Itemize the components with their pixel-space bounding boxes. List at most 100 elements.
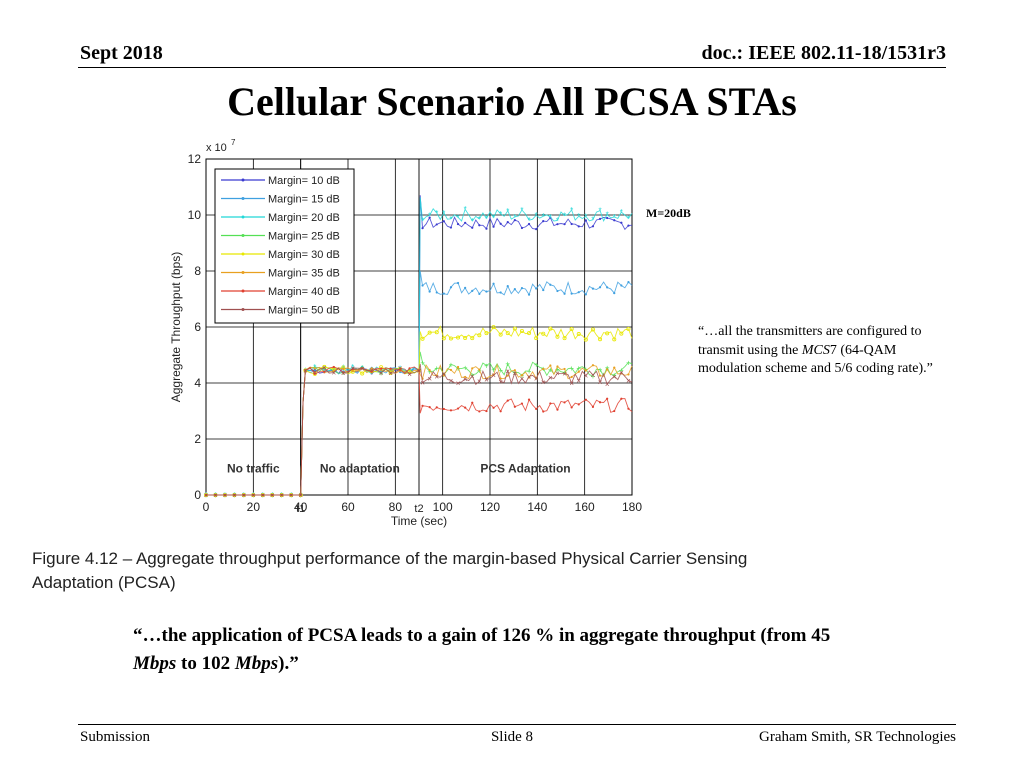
legend-entry: Margin= 35 dB <box>268 268 340 280</box>
series-marker <box>441 336 446 341</box>
series-marker: + <box>626 359 631 368</box>
series-marker <box>591 287 595 290</box>
series-marker: + <box>569 364 574 373</box>
x-tick-label: 120 <box>480 500 500 514</box>
quote-part3: ).” <box>278 653 299 674</box>
series-marker: * <box>492 213 495 222</box>
series-marker <box>421 404 424 407</box>
series-marker: * <box>570 206 573 215</box>
footer-submission: Submission <box>80 729 151 745</box>
series-marker: * <box>598 207 601 216</box>
series-marker: × <box>626 376 631 385</box>
series-marker <box>570 375 573 379</box>
series-marker: * <box>499 210 502 219</box>
series-marker <box>484 331 489 336</box>
header-date: Sept 2018 <box>80 42 163 64</box>
series-marker: + <box>612 371 617 380</box>
series-marker: * <box>428 211 431 220</box>
series-marker: * <box>456 213 459 222</box>
series-marker: + <box>555 365 560 374</box>
series-marker <box>332 365 335 369</box>
series-marker <box>477 333 482 338</box>
series-marker: × <box>548 373 553 382</box>
footer-rule <box>78 724 956 725</box>
series-marker: * <box>520 206 523 215</box>
series-marker <box>342 367 345 371</box>
legend-marker <box>241 178 245 182</box>
series-marker <box>464 286 467 289</box>
series-marker <box>498 332 503 337</box>
series-marker <box>620 397 623 400</box>
series-marker: × <box>242 491 247 500</box>
series-marker: × <box>270 491 275 500</box>
quote-unit1: Mbps <box>133 653 177 674</box>
series-marker <box>478 292 481 296</box>
series-marker <box>506 221 509 224</box>
series-marker <box>541 331 546 336</box>
series-marker <box>549 283 552 286</box>
series-marker <box>428 368 431 372</box>
series-marker <box>463 336 468 341</box>
series-marker <box>499 291 502 294</box>
y-tick-label: 6 <box>194 320 201 334</box>
series-marker: × <box>520 375 525 384</box>
series-marker: × <box>505 367 510 376</box>
series-marker <box>464 221 467 224</box>
series-marker <box>505 331 510 336</box>
series-marker <box>556 223 559 226</box>
series-marker: + <box>548 366 553 375</box>
series-marker <box>323 370 326 373</box>
series-marker <box>380 367 383 370</box>
series-marker <box>434 330 439 335</box>
series-line <box>206 363 633 496</box>
legend-entry: Margin= 40 dB <box>268 286 340 298</box>
mcs-note: “…all the transmitters are configured to… <box>698 323 948 379</box>
slide-title: Cellular Scenario All PCSA STAs <box>227 79 797 124</box>
series-marker: + <box>477 367 482 376</box>
series-marker <box>351 369 354 373</box>
series-marker: × <box>204 491 209 500</box>
series-marker: * <box>577 212 580 221</box>
x-tick-label: 20 <box>247 500 261 514</box>
figure-caption: Figure 4.12 – Aggregate throughput perfo… <box>32 549 748 592</box>
series-marker: × <box>612 372 617 381</box>
series-marker <box>606 286 609 289</box>
series-marker <box>556 408 559 411</box>
series-marker: × <box>407 370 412 379</box>
footer-slide-number: Slide 8 <box>490 729 534 745</box>
series-marker: × <box>369 366 374 375</box>
series-marker <box>606 368 609 371</box>
series-marker <box>527 398 531 401</box>
series-marker <box>492 282 495 285</box>
series-marker <box>606 216 609 220</box>
series-marker <box>577 370 580 373</box>
series-marker <box>478 368 481 371</box>
series-marker <box>512 326 517 331</box>
series-marker: × <box>260 491 265 500</box>
legend-entry: Margin= 25 dB <box>268 231 340 243</box>
legend-box <box>214 168 355 324</box>
series-marker <box>520 287 524 290</box>
series-marker: * <box>513 213 516 222</box>
legend-marker <box>241 252 245 256</box>
series-marker: * <box>527 216 530 225</box>
series-marker: + <box>491 366 496 375</box>
series-marker: * <box>442 209 445 218</box>
series-marker: × <box>298 491 303 500</box>
series-marker <box>626 326 631 331</box>
series-marker <box>485 227 488 230</box>
series-marker: × <box>598 378 603 387</box>
series-marker <box>442 292 445 295</box>
series-marker <box>428 290 431 293</box>
plot-frame <box>205 158 633 496</box>
legend-marker <box>241 197 245 200</box>
series-marker: × <box>360 364 365 373</box>
series-marker <box>442 220 445 223</box>
series-marker <box>485 409 488 413</box>
series-marker: + <box>463 363 468 372</box>
series-marker: + <box>498 366 503 375</box>
series-marker: × <box>562 369 567 378</box>
series-marker: × <box>420 379 425 388</box>
series-marker <box>520 226 524 230</box>
x-tick-label: 160 <box>575 500 595 514</box>
